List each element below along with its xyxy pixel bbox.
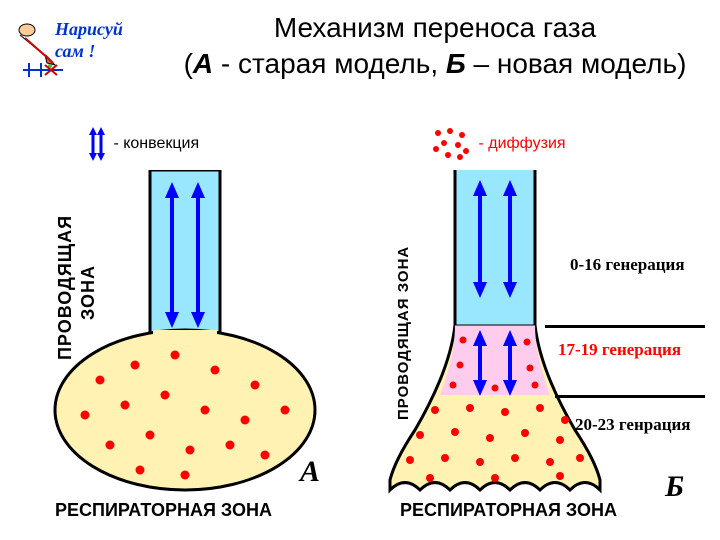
logo-text-line2: сам !	[55, 41, 95, 62]
ylabel-a-2: ЗОНА	[78, 265, 99, 320]
title-sub: (А - старая модель, Б – новая модель)	[184, 48, 687, 79]
gen-line-2	[555, 395, 705, 398]
xlabel-b: РЕСПИРАТОРНАЯ ЗОНА	[400, 500, 617, 521]
xlabel-a: РЕСПИРАТОРНАЯ ЗОНА	[55, 500, 272, 521]
marker-b: Б	[665, 470, 684, 504]
title-main: Механизм переноса газа	[274, 12, 596, 43]
gen-line-1	[545, 325, 705, 328]
ylabel-a-1: ПРОВОДЯЩАЯ	[55, 215, 76, 360]
gen-0-16: 0-16 генерация	[570, 255, 685, 275]
legend: - конвекция - диффузия	[40, 125, 680, 165]
diagram-a	[40, 170, 330, 500]
diagram-b	[385, 170, 635, 500]
legend-convection: - конвекция	[85, 125, 199, 163]
title: Механизм переноса газа (А - старая модел…	[180, 10, 690, 83]
marker-a: А	[300, 455, 320, 489]
gen-20-23: 20-23 генрация	[575, 415, 691, 435]
logo-text-line1: Нарисуй	[55, 19, 123, 40]
legend-diffusion: - диффузия	[430, 125, 566, 163]
logo: Нарисуй сам !	[15, 15, 145, 75]
gen-17-19: 17-19 генерация	[558, 340, 681, 360]
ylabel-b: ПРОВОДЯЩАЯ ЗОНА	[395, 246, 412, 420]
